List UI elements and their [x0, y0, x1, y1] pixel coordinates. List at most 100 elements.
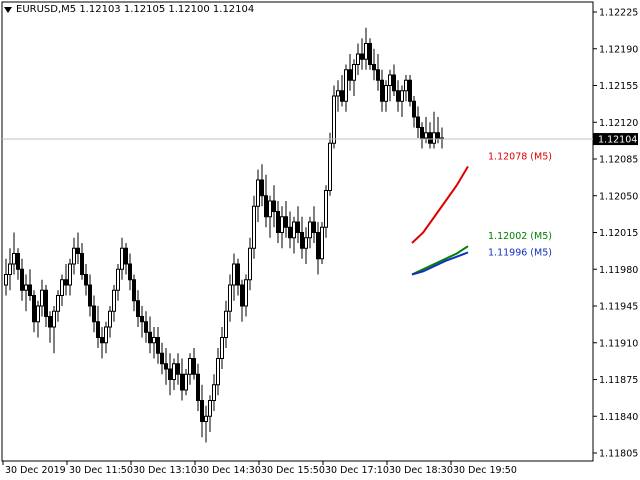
current-price-label: 1.12104 [598, 135, 637, 146]
candle-body-bull [344, 69, 348, 102]
candle-body-bear [132, 279, 136, 302]
candle-body-bear [192, 358, 196, 375]
candle-body-bull [400, 90, 404, 102]
candle-body-bear [20, 268, 24, 291]
symbol-label: EURUSD,M5 [16, 4, 77, 15]
chart-frame [1, 1, 594, 462]
candle-body-bear [300, 232, 304, 249]
x-tick-label: 30 Dec 15:50 [261, 465, 325, 476]
y-tick-label: 1.11805 [599, 449, 638, 460]
candle-body-bear [360, 53, 364, 60]
candle-body-bear [416, 116, 420, 128]
y-tick-label: 1.11875 [599, 375, 638, 386]
candle-body-bull [388, 74, 392, 86]
candle-body-bear [420, 127, 424, 139]
candle-body-bull [188, 358, 192, 375]
forecast-line [411, 251, 469, 276]
candle-body-bull [432, 132, 436, 144]
candle-body-bull [8, 263, 12, 275]
candle-body-bull [280, 216, 284, 233]
candle-body-bear [148, 331, 152, 344]
current-price-tag [593, 133, 638, 146]
forecast-label: 1.12002 (M5) [488, 231, 552, 242]
candle-body-bull [336, 90, 340, 97]
candle-body-bull [256, 179, 260, 207]
candle-body-bull [56, 295, 60, 312]
candle-body-bear [372, 64, 376, 71]
candle-body-bull [364, 43, 368, 60]
candle-body-bear [16, 253, 20, 270]
candle-body-bull [304, 237, 308, 249]
candle-body-bull [320, 226, 324, 260]
candle-body-bear [196, 373, 200, 401]
candle-body-bull [252, 205, 256, 249]
candle-body-bear [164, 363, 168, 370]
candle-body-bull [216, 358, 220, 386]
candle-body-bear [276, 211, 280, 233]
forecast-label: 1.12078 (M5) [488, 151, 552, 162]
candle-body-bear [168, 368, 172, 380]
candle-body-bull [212, 384, 216, 401]
candle-body-bear [32, 295, 36, 323]
y-tick-label: 1.11910 [599, 338, 638, 349]
forecast-line [411, 245, 469, 276]
candle-body-bull [204, 415, 208, 422]
candle-body-bull [68, 263, 72, 286]
candle-body-bear [88, 284, 92, 307]
y-tick-label: 1.12225 [599, 8, 638, 19]
candle-body-bull [424, 132, 428, 139]
candle-body-bear [316, 232, 320, 260]
candle-body-bull [36, 305, 40, 323]
x-tick-label: 30 Dec 2019 [5, 465, 66, 476]
candle-body-bull [120, 247, 124, 270]
candle-body-bear [288, 226, 292, 239]
candle-body-bear [28, 284, 32, 296]
candle-body-bull [172, 363, 176, 380]
candle-body-bull [112, 289, 116, 312]
candle-body-bull [268, 200, 272, 218]
candle-body-bull [184, 373, 188, 391]
candle-body-bull [40, 289, 44, 307]
x-tick-label: 30 Dec 11:50 [69, 465, 133, 476]
candle-body-bull [332, 95, 336, 144]
candle-body-bear [44, 289, 48, 317]
candle-body-bear [368, 43, 372, 65]
candle-body-bear [264, 195, 268, 218]
candle-body-bull [232, 263, 236, 286]
candle-body-bull [356, 53, 360, 65]
candle-body-bear [272, 200, 276, 212]
candle-body-bull [4, 274, 8, 286]
candle-body-bear [312, 221, 316, 233]
candle-body-bear [240, 284, 244, 307]
candle-body-bull [328, 142, 332, 191]
candle-body-bull [108, 310, 112, 328]
candle-body-bull [152, 337, 156, 344]
y-tick-label: 1.11980 [599, 265, 638, 276]
candle-body-bull [12, 253, 16, 265]
candle-body-bear [100, 337, 104, 344]
candle-body-bear [340, 90, 344, 102]
candle-body-bull [384, 85, 388, 102]
candle-body-bear [200, 400, 204, 422]
candle-body-bull [244, 279, 248, 307]
candle-body-bear [84, 274, 88, 286]
y-tick-label: 1.12190 [599, 44, 638, 55]
candle-body-bear [436, 132, 440, 139]
y-tick-label: 1.11945 [599, 302, 638, 313]
candle-body-bear [380, 79, 384, 102]
candle-body-bull [404, 79, 408, 92]
candle-body-bear [124, 247, 128, 265]
candle-body-bear [408, 79, 412, 102]
candle-body-bear [180, 373, 184, 391]
x-tick-label: 30 Dec 18:30 [389, 465, 453, 476]
candle-body-bear [412, 100, 416, 118]
forecast-label: 1.11996 (M5) [488, 247, 552, 258]
y-tick-label: 1.12085 [599, 155, 638, 166]
candle-body-bear [128, 263, 132, 281]
x-tick-label: 30 Dec 14:30 [197, 465, 261, 476]
dropdown-triangle-icon[interactable] [4, 7, 12, 13]
candle-body-bull [60, 279, 64, 296]
y-tick-label: 1.12120 [599, 118, 638, 129]
